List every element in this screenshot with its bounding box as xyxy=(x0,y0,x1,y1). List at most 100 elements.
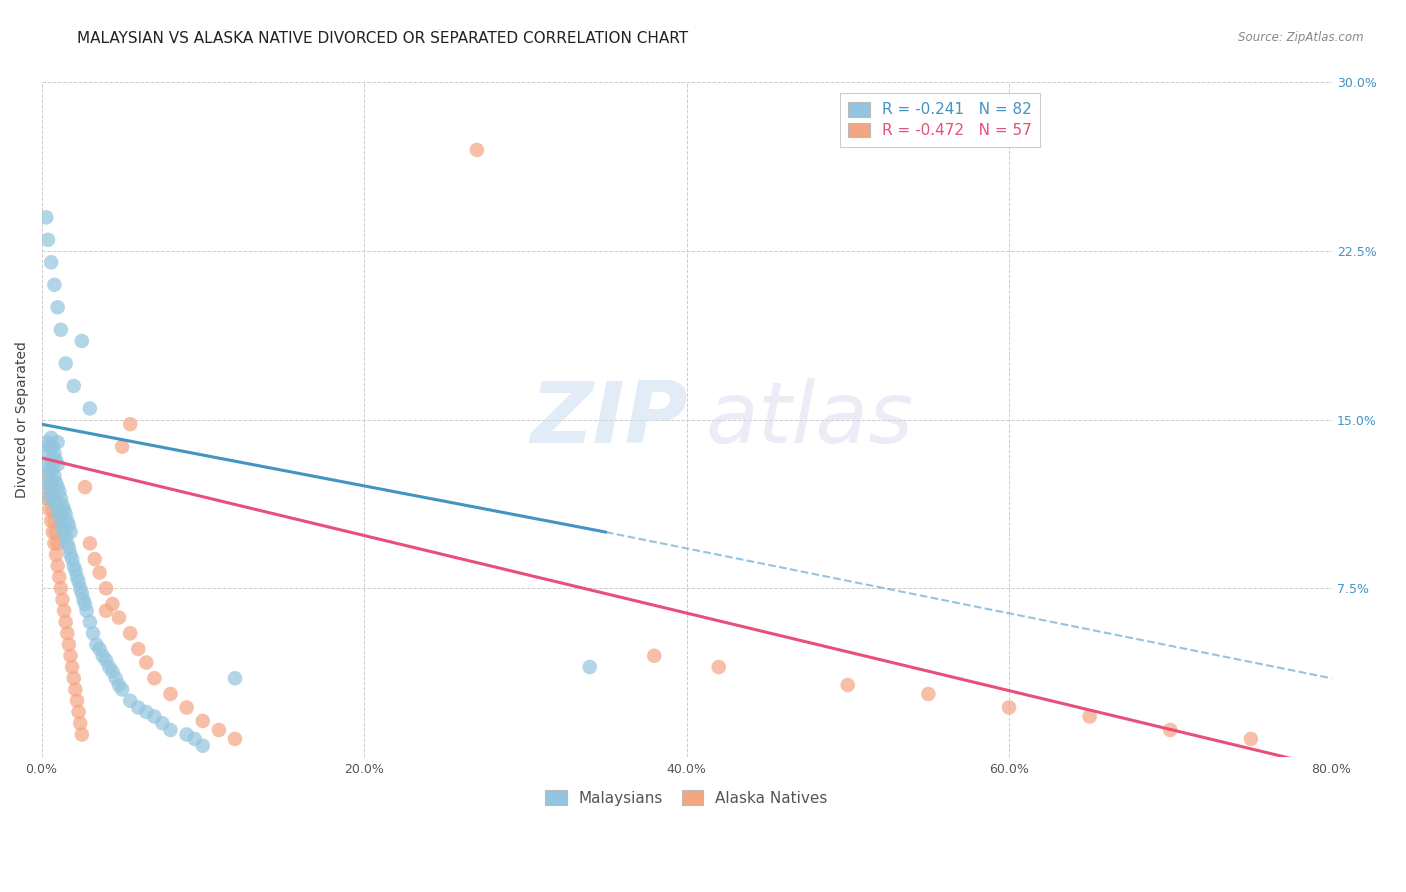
Point xyxy=(39,453,62,467)
Point xyxy=(62,671,84,685)
Point xyxy=(37,469,59,483)
Point xyxy=(53,525,76,540)
Point xyxy=(45,453,67,467)
Point xyxy=(917,687,939,701)
Point xyxy=(45,498,67,512)
Point xyxy=(72,592,94,607)
Point xyxy=(998,700,1021,714)
Point xyxy=(59,525,82,540)
Point xyxy=(108,610,131,624)
Point xyxy=(94,653,117,667)
Point xyxy=(58,638,80,652)
Point xyxy=(111,440,134,454)
Point xyxy=(39,491,62,506)
Point xyxy=(104,671,127,685)
Point xyxy=(38,491,60,506)
Point xyxy=(120,417,142,432)
Point xyxy=(34,458,56,472)
Point xyxy=(53,604,76,618)
Point xyxy=(44,491,66,506)
Point xyxy=(143,709,166,723)
Point xyxy=(53,502,76,516)
Point xyxy=(37,435,59,450)
Point xyxy=(49,514,72,528)
Point xyxy=(44,536,66,550)
Point xyxy=(79,615,101,629)
Point xyxy=(39,514,62,528)
Point xyxy=(38,502,60,516)
Point xyxy=(111,682,134,697)
Point xyxy=(44,277,66,292)
Point xyxy=(56,536,79,550)
Point xyxy=(58,541,80,555)
Point xyxy=(51,498,73,512)
Point xyxy=(578,660,600,674)
Point xyxy=(79,401,101,416)
Point xyxy=(58,518,80,533)
Point xyxy=(152,716,174,731)
Point xyxy=(44,446,66,460)
Point xyxy=(51,592,73,607)
Point xyxy=(35,491,58,506)
Point xyxy=(94,582,117,596)
Point xyxy=(39,475,62,490)
Text: MALAYSIAN VS ALASKA NATIVE DIVORCED OR SEPARATED CORRELATION CHART: MALAYSIAN VS ALASKA NATIVE DIVORCED OR S… xyxy=(77,31,689,46)
Text: Source: ZipAtlas.com: Source: ZipAtlas.com xyxy=(1239,31,1364,45)
Point xyxy=(46,480,69,494)
Point xyxy=(191,714,214,728)
Point xyxy=(73,480,96,494)
Point xyxy=(224,671,246,685)
Point xyxy=(62,558,84,573)
Point xyxy=(62,379,84,393)
Point xyxy=(82,626,104,640)
Point xyxy=(1240,731,1263,746)
Point xyxy=(65,682,87,697)
Point xyxy=(48,484,70,499)
Point xyxy=(42,484,65,499)
Point xyxy=(38,440,60,454)
Point xyxy=(56,626,79,640)
Point xyxy=(89,566,111,580)
Point xyxy=(55,615,77,629)
Point xyxy=(67,705,90,719)
Point xyxy=(59,648,82,663)
Point xyxy=(45,548,67,562)
Point xyxy=(56,514,79,528)
Point xyxy=(49,582,72,596)
Point xyxy=(91,648,114,663)
Point xyxy=(42,462,65,476)
Point xyxy=(224,731,246,746)
Point xyxy=(55,530,77,544)
Point xyxy=(37,469,59,483)
Point xyxy=(70,334,93,348)
Point xyxy=(42,525,65,540)
Point xyxy=(60,660,83,674)
Point xyxy=(66,694,89,708)
Point xyxy=(69,582,91,596)
Point xyxy=(191,739,214,753)
Point xyxy=(101,597,124,611)
Point xyxy=(108,678,131,692)
Point xyxy=(76,604,98,618)
Point xyxy=(176,700,198,714)
Point xyxy=(120,694,142,708)
Point xyxy=(94,604,117,618)
Point xyxy=(707,660,730,674)
Point xyxy=(66,570,89,584)
Point xyxy=(35,211,58,225)
Point xyxy=(59,548,82,562)
Point xyxy=(65,563,87,577)
Text: atlas: atlas xyxy=(704,378,912,461)
Point xyxy=(465,143,488,157)
Point xyxy=(143,671,166,685)
Point xyxy=(1078,709,1101,723)
Point xyxy=(44,514,66,528)
Point xyxy=(49,491,72,506)
Point xyxy=(135,656,157,670)
Point xyxy=(55,507,77,521)
Y-axis label: Divorced or Separated: Divorced or Separated xyxy=(15,342,30,498)
Point xyxy=(60,552,83,566)
Point xyxy=(1159,723,1181,737)
Point xyxy=(643,648,665,663)
Point xyxy=(83,552,105,566)
